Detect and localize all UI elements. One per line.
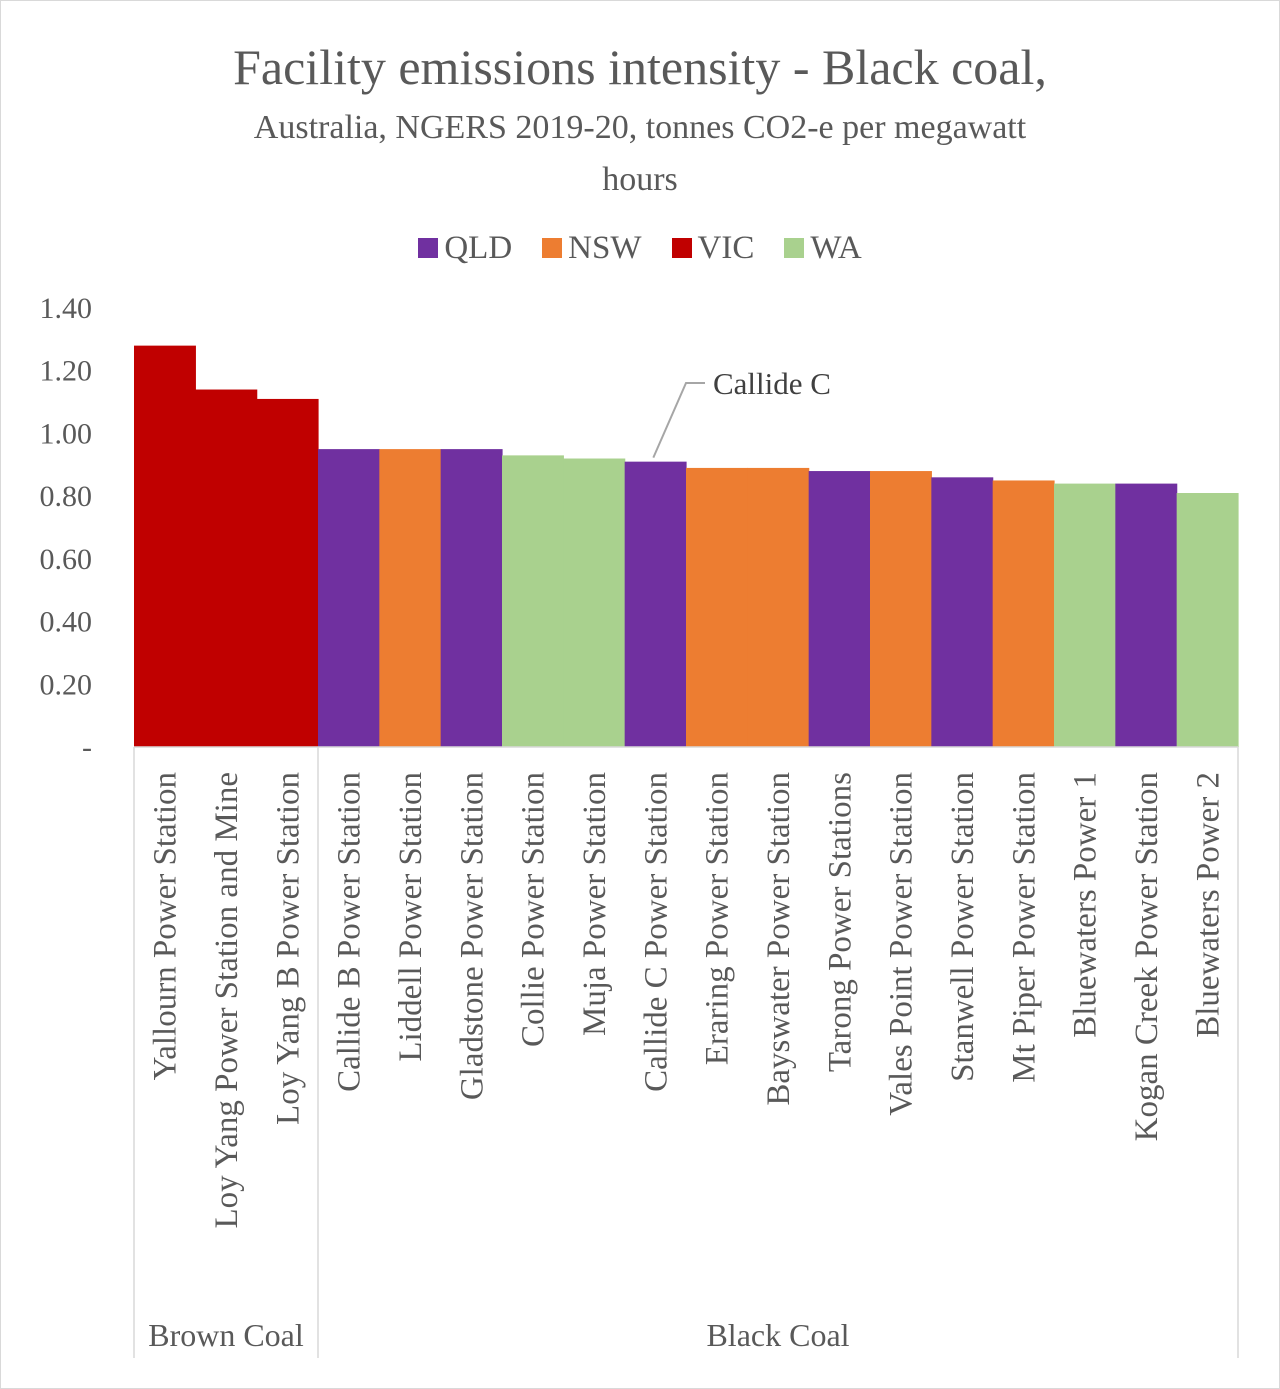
category-label: Bayswater Power Station [761, 772, 797, 1106]
y-tick-label: 0.40 [40, 606, 93, 639]
annotation-label: Callide C [713, 366, 831, 401]
legend-swatch-qld [418, 238, 439, 258]
y-tick-label: 0.80 [40, 480, 93, 513]
legend-label-vic: VIC [697, 230, 755, 266]
y-tick-label: 1.40 [40, 292, 93, 325]
category-label: Kogan Creek Power Station [1129, 772, 1165, 1141]
category-label: Mt Piper Power Station [1006, 772, 1042, 1083]
bar [195, 389, 258, 747]
y-tick-label: 1.00 [40, 417, 93, 450]
bar [870, 471, 932, 747]
bar [440, 449, 503, 747]
legend-swatch-vic [671, 238, 692, 258]
legend-label-qld: QLD [444, 230, 513, 266]
annotation-leader-line [652, 382, 705, 459]
bar [256, 398, 319, 747]
chart-legend: QLD NSW VIC WA [0, 228, 1280, 268]
legend-swatch-wa [784, 238, 805, 258]
legend-item-nsw: NSW [542, 228, 642, 268]
legend-item-qld: QLD [418, 228, 512, 268]
category-label: Bluewaters Power 1 [1068, 772, 1104, 1038]
bar [318, 449, 380, 747]
legend-label-wa: WA [810, 230, 862, 266]
y-tick-label: - [82, 731, 92, 764]
category-label: Yallourn Power Station [148, 772, 184, 1080]
bar [1115, 483, 1178, 747]
bar [686, 467, 748, 747]
category-label: Bluewaters Power 2 [1190, 772, 1226, 1038]
category-label: Tarong Power Stations [822, 772, 858, 1072]
bar [808, 471, 871, 747]
category-label: Loy Yang Power Station and Mine [209, 772, 245, 1229]
bar [624, 461, 687, 747]
chart-subtitle-line2: hours [602, 161, 678, 198]
category-label: Eraring Power Station [700, 772, 736, 1065]
bar [379, 449, 442, 747]
chart-title: Facility emissions intensity - Black coa… [233, 39, 1047, 95]
category-label: Stanwell Power Station [945, 772, 981, 1082]
legend-item-wa: WA [784, 228, 862, 268]
legend-item-vic: VIC [671, 228, 755, 268]
legend-swatch-nsw [542, 238, 563, 258]
category-label: Callide C Power Station [638, 772, 674, 1092]
bar [134, 345, 196, 747]
group-label: Black Coal [706, 1317, 849, 1353]
bar [747, 467, 810, 747]
bar [563, 458, 626, 747]
legend-label-nsw: NSW [568, 230, 642, 266]
category-label: Loy Yang B Power Station [270, 772, 306, 1125]
bar [1176, 493, 1239, 747]
category-label: Muja Power Station [577, 772, 613, 1036]
chart-subtitle-line1: Australia, NGERS 2019-20, tonnes CO2-e p… [253, 109, 1027, 146]
category-label: Vales Point Power Station [884, 772, 920, 1116]
category-label: Callide B Power Station [332, 772, 368, 1092]
bar [992, 480, 1055, 747]
category-label: Gladstone Power Station [454, 772, 490, 1100]
y-tick-label: 0.20 [40, 668, 93, 701]
group-label: Brown Coal [148, 1317, 304, 1353]
bar [931, 477, 994, 747]
category-label: Collie Power Station [516, 772, 552, 1047]
y-tick-label: 0.60 [40, 543, 93, 576]
category-label: Liddell Power Station [393, 772, 429, 1062]
bar [1054, 483, 1116, 747]
y-tick-label: 1.20 [40, 355, 93, 388]
bar [502, 455, 564, 747]
